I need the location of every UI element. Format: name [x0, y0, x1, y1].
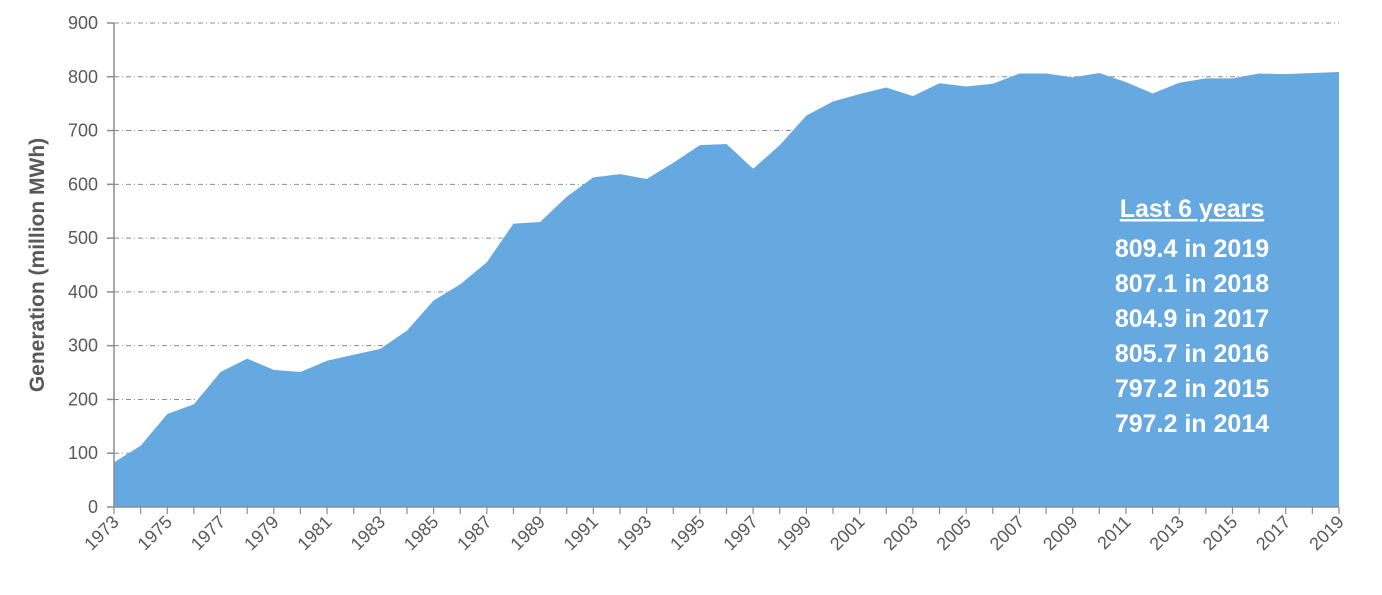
x-tick-label: 1997: [719, 512, 761, 554]
annotation-line-2019: 809.4 in 2019: [1115, 235, 1269, 263]
x-tick-label: 2015: [1199, 512, 1241, 554]
annotation-line-2015: 797.2 in 2015: [1115, 375, 1269, 403]
x-tick-label: 1993: [613, 512, 655, 554]
y-tick-label: 200: [68, 389, 98, 409]
x-tick-label: 1977: [187, 512, 229, 554]
x-tick-label: 2007: [986, 512, 1028, 554]
x-tick-label: 2013: [1146, 512, 1188, 554]
annotation-line-2017: 804.9 in 2017: [1115, 305, 1269, 333]
x-tick-label: 2009: [1039, 512, 1081, 554]
x-tick-label: 2001: [826, 512, 868, 554]
x-tick-label: 1995: [666, 512, 708, 554]
y-tick-label: 500: [68, 228, 98, 248]
annotation-box: Last 6 years 809.4 in 2019 807.1 in 2018…: [1115, 195, 1269, 438]
x-tick-label: 1985: [400, 512, 442, 554]
x-tick-label: 1987: [453, 512, 495, 554]
x-tick-label: 2017: [1252, 512, 1294, 554]
y-tick-label: 700: [68, 121, 98, 141]
y-tick-label: 0: [88, 497, 98, 517]
x-tick-label: 2005: [933, 512, 975, 554]
x-tick-label: 2019: [1305, 512, 1347, 554]
x-tick-label: 1991: [560, 512, 602, 554]
x-tick-label: 1973: [80, 512, 122, 554]
y-tick-label: 900: [68, 13, 98, 33]
x-tick-label: 1999: [773, 512, 815, 554]
y-tick-labels: 0 100 200 300 400 500 600 700 800 900: [68, 13, 114, 517]
x-tick-label: 1975: [134, 512, 176, 554]
y-tick-label: 800: [68, 67, 98, 87]
area-series: [114, 71, 1339, 507]
y-tick-label: 100: [68, 443, 98, 463]
y-tick-label: 400: [68, 282, 98, 302]
y-axis-title: Generation (million MWh): [26, 138, 49, 392]
x-tick-label: 1989: [506, 512, 548, 554]
annotation-line-2016: 805.7 in 2016: [1115, 340, 1269, 368]
y-tick-label: 300: [68, 336, 98, 356]
x-tick-label: 2003: [879, 512, 921, 554]
annotation-line-2018: 807.1 in 2018: [1115, 270, 1269, 298]
x-tick-label: 2011: [1093, 512, 1135, 554]
x-tick-label: 1981: [293, 512, 335, 554]
annotation-title: Last 6 years: [1120, 195, 1265, 223]
x-tick-label: 1983: [347, 512, 389, 554]
x-tick-labels: 1973 1975 1977 1979 1981 1983 1985 1987 1989 1991…: [80, 507, 1348, 554]
x-tick-label: 1979: [240, 512, 282, 554]
annotation-line-2014: 797.2 in 2014: [1115, 410, 1269, 438]
y-tick-label: 600: [68, 174, 98, 194]
